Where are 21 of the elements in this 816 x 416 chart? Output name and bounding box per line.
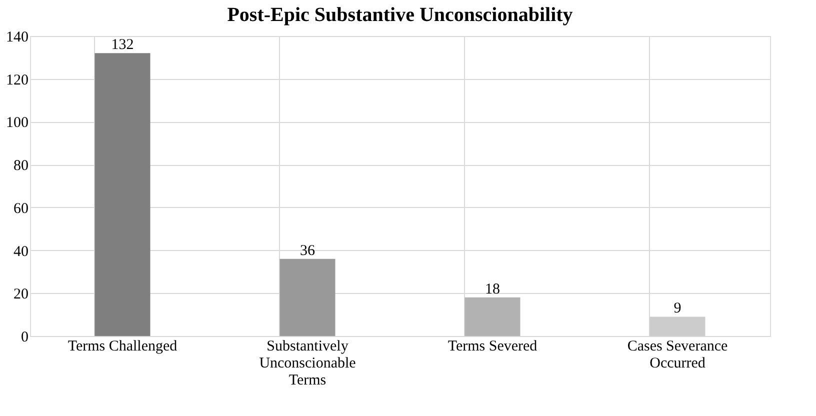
y-tick-label: 140	[6, 30, 28, 46]
x-tick-label: Cases Severance Occurred	[627, 338, 728, 372]
y-tick-label: 60	[14, 200, 28, 217]
y-tick-label: 20	[14, 286, 28, 303]
data-label: 36	[300, 242, 316, 259]
data-label: 9	[674, 300, 682, 317]
y-tick-label: 80	[14, 158, 28, 174]
y-tick-label: 0	[21, 330, 28, 346]
y-tick-label: 100	[6, 115, 28, 132]
chart-title: Post-Epic Substantive Unconscionability	[227, 4, 573, 26]
bar	[280, 258, 336, 336]
x-tick-label: Terms Severed	[448, 338, 538, 354]
bar	[650, 316, 706, 336]
data-label: 132	[111, 37, 134, 54]
x-tick-label: Terms Challenged	[68, 338, 178, 354]
bar	[464, 297, 520, 336]
x-tick-label: Substantively Unconscionable Terms	[259, 338, 356, 388]
data-label: 18	[485, 281, 500, 298]
y-tick-label: 40	[14, 244, 28, 260]
y-tick-label: 120	[6, 72, 28, 88]
bar	[94, 53, 150, 336]
